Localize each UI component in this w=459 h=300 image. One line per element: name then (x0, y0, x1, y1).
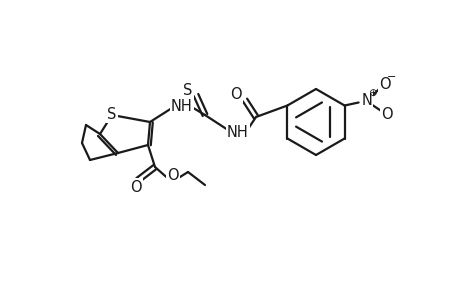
Text: −: − (386, 71, 395, 82)
Text: S: S (183, 82, 192, 98)
Text: N: N (360, 93, 371, 108)
Text: O: O (167, 167, 179, 182)
Text: ⊕: ⊕ (367, 88, 376, 98)
Text: S: S (107, 106, 117, 122)
Text: NH: NH (227, 124, 248, 140)
Text: O: O (380, 107, 392, 122)
Text: NH: NH (171, 98, 192, 113)
Text: O: O (130, 179, 141, 194)
Text: O: O (230, 86, 241, 101)
Text: O: O (378, 77, 390, 92)
